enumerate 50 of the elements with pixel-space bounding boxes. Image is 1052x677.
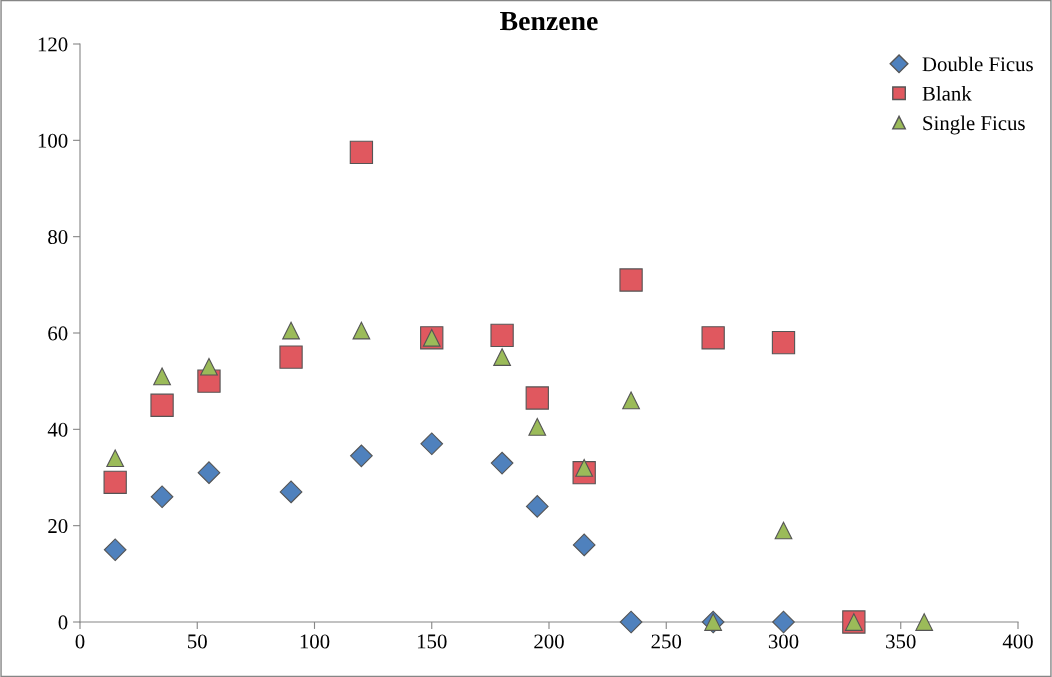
x-tick-label: 0 — [75, 634, 85, 649]
point — [103, 470, 127, 494]
point — [150, 485, 174, 509]
x-tick-label: 50 — [188, 634, 207, 649]
legend-label: Double Ficus — [922, 56, 1033, 72]
point — [153, 367, 171, 386]
point — [350, 444, 373, 468]
point — [701, 326, 725, 350]
y-tick-label: 0 — [58, 615, 68, 630]
point — [525, 495, 549, 518]
point — [490, 451, 514, 475]
point — [915, 613, 934, 631]
point — [774, 521, 793, 540]
y-tick-label: 120 — [38, 37, 68, 52]
point — [106, 449, 125, 468]
point — [279, 480, 303, 504]
point — [282, 321, 300, 340]
x-tick-label: 350 — [886, 634, 916, 649]
y-tick-label: 100 — [38, 133, 68, 148]
point — [197, 461, 221, 485]
point — [572, 533, 596, 557]
point — [490, 323, 514, 348]
point — [349, 140, 374, 165]
point — [622, 391, 640, 410]
x-tick-label: 150 — [417, 634, 447, 649]
point — [279, 345, 303, 369]
point — [619, 268, 643, 292]
point — [493, 348, 511, 366]
legend-label: Single Ficus — [923, 115, 1025, 135]
y-tick-label: 80 — [48, 230, 68, 245]
point — [619, 610, 643, 634]
x-tick-label: 250 — [651, 634, 682, 649]
point — [420, 432, 444, 456]
y-tick-label: 40 — [47, 422, 68, 437]
point — [528, 418, 547, 436]
x-tick-label: 400 — [1002, 634, 1033, 649]
point — [103, 538, 127, 562]
chart-title: Benzene — [500, 11, 598, 31]
y-tick-label: 20 — [48, 519, 68, 534]
x-tick-label: 300 — [768, 634, 799, 649]
point — [352, 321, 371, 340]
point — [150, 393, 174, 417]
point — [771, 330, 796, 355]
point — [525, 386, 549, 410]
legend-label: Blank — [922, 86, 972, 101]
x-tick-label: 200 — [534, 634, 564, 649]
point — [772, 610, 795, 634]
x-tick-label: 100 — [300, 634, 330, 649]
point — [200, 357, 218, 376]
y-tick-label: 60 — [48, 326, 68, 341]
